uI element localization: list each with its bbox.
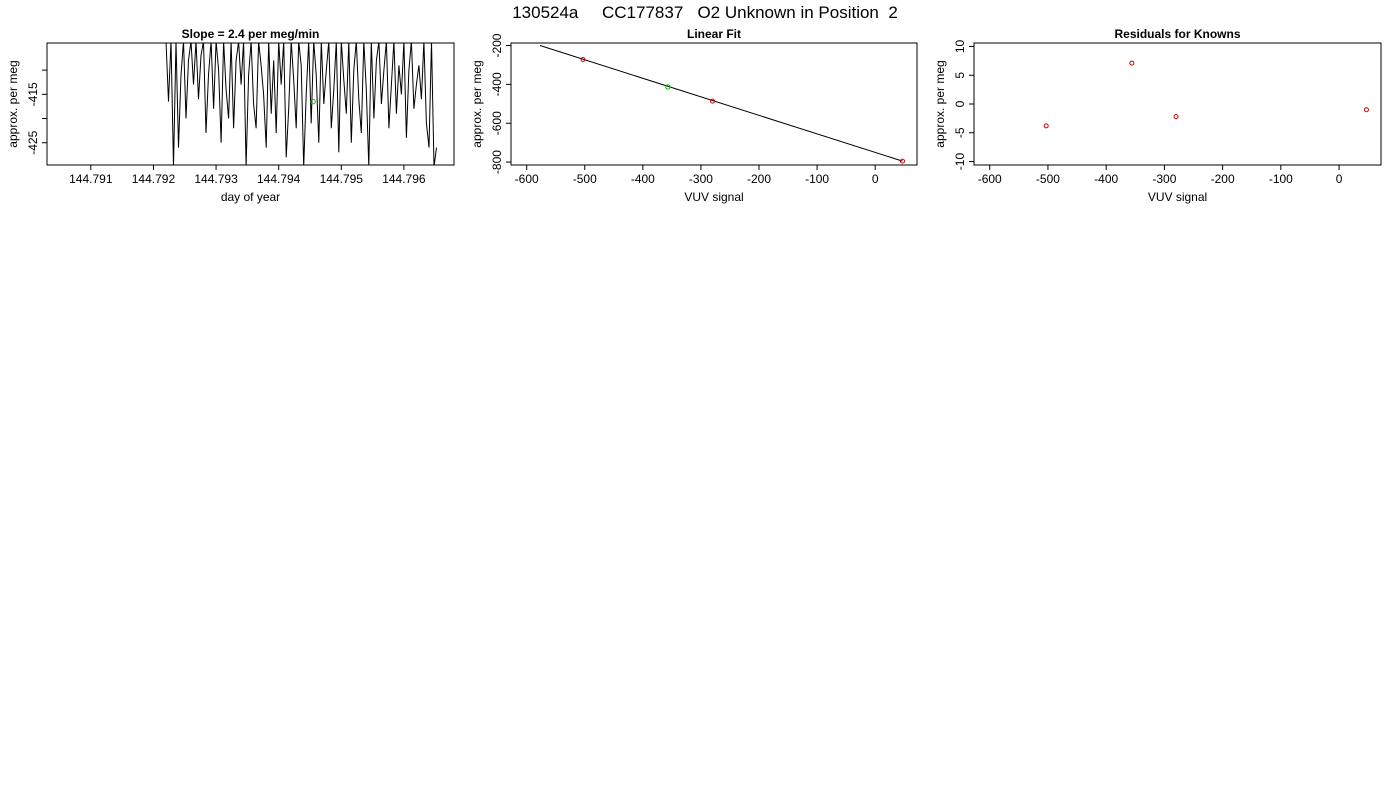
x-tick-label: 0 [872, 172, 879, 186]
linear_fit-panel: Linear Fit -600 -500 -400 -300 -200 -100 0 VUV s… [470, 27, 918, 204]
series-line [165, 43, 437, 165]
residuals-title: Residuals for Knowns [1114, 27, 1240, 41]
linear_fit-frame [510, 42, 918, 166]
x-tick-label: -300 [1152, 172, 1176, 186]
residual-point [1043, 123, 1049, 129]
y-tick-label: -5 [953, 127, 967, 138]
residuals-plot-area [1043, 60, 1369, 129]
y-tick-label: -400 [490, 72, 504, 96]
fit-line [539, 45, 903, 162]
linear_fit-y-axis: -800 -600 -400 -200 [490, 33, 511, 174]
x-tick-label: -400 [631, 172, 655, 186]
x-tick-label: -200 [1211, 172, 1235, 186]
y-tick-label: -200 [490, 33, 504, 57]
figure-title: 130524a CC177837 O2 Unknown in Position … [512, 3, 898, 22]
x-tick-label: -500 [1036, 172, 1060, 186]
known-point [899, 158, 905, 164]
residuals-x-axis: -600 -500 -400 -300 -200 -100 0 [978, 165, 1343, 186]
x-tick-label: -600 [978, 172, 1002, 186]
y-tick-label: -600 [490, 111, 504, 135]
x-tick-label: 144.793 [194, 172, 238, 186]
linear_fit-ylabel: approx. per meg [470, 60, 484, 147]
y-tick-label: -10 [953, 153, 967, 171]
linear_fit-plot-area [539, 45, 905, 164]
unknown-marker [310, 98, 316, 105]
residual-point [1363, 107, 1369, 113]
known-point [710, 98, 716, 104]
residuals-xlabel: VUV signal [1148, 190, 1207, 204]
x-tick-label: -500 [573, 172, 597, 186]
timeseries-ylabel: approx. per meg [6, 60, 20, 147]
y-tick-label: 10 [953, 39, 967, 53]
y-tick-label: -425 [26, 130, 40, 154]
x-tick-label: -200 [747, 172, 771, 186]
y-tick-label: 5 [953, 72, 967, 79]
x-tick-label: -100 [805, 172, 829, 186]
residuals-panel: Residuals for Knowns-600 -500 -400 -300 -200… [933, 27, 1382, 204]
residuals-y-axis: -10 -5 0 5 10 [953, 39, 974, 170]
x-tick-label: -300 [689, 172, 713, 186]
linear_fit-x-axis: -600 -500 -400 -300 -200 -100 0 [515, 165, 879, 186]
x-tick-label: -400 [1094, 172, 1118, 186]
timeseries-xlabel: day of year [221, 190, 280, 204]
x-tick-label: -600 [515, 172, 539, 186]
residuals-frame [973, 42, 1382, 166]
y-tick-label: 0 [953, 100, 967, 107]
timeseries-title: Slope = 2.4 per meg/min [182, 27, 320, 41]
residual-point [1129, 60, 1135, 66]
x-tick-label: -100 [1269, 172, 1293, 186]
residual-point [1173, 114, 1179, 120]
x-tick-label: 144.795 [320, 172, 364, 186]
y-tick-label: -800 [490, 150, 504, 174]
linear_fit-title: Linear Fit [687, 27, 741, 41]
x-tick-label: 144.791 [69, 172, 113, 186]
timeseries-y-axis: -425 -415 [26, 69, 47, 155]
x-tick-label: 144.794 [257, 172, 301, 186]
x-tick-label: 144.796 [382, 172, 426, 186]
timeseries-plot-area [165, 43, 437, 165]
timeseries-x-axis: 144.791 144.792 144.793 144.794 144.795 144.7… [69, 165, 426, 186]
linear_fit-xlabel: VUV signal [684, 190, 743, 204]
x-tick-label: 144.792 [132, 172, 176, 186]
known-point [580, 57, 586, 63]
y-tick-label: -415 [26, 82, 40, 106]
unknown-point [665, 84, 671, 90]
residuals-ylabel: approx. per meg [933, 60, 947, 147]
x-tick-label: 0 [1336, 172, 1343, 186]
